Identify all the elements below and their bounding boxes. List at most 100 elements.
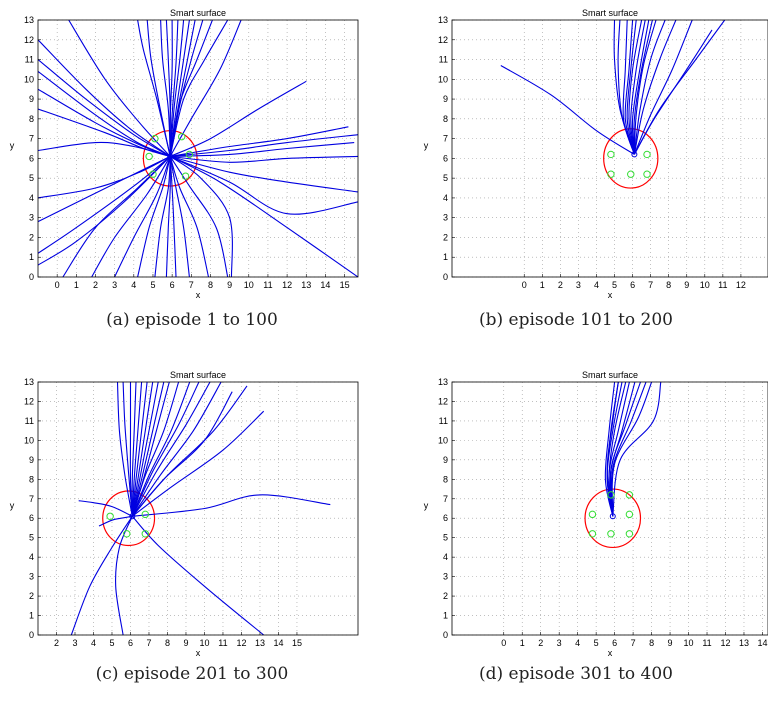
trajectory-line: [122, 382, 133, 517]
sensor-marker: [607, 170, 615, 178]
x-tick-label: 8: [649, 638, 654, 648]
y-tick-label: 9: [443, 455, 448, 465]
x-tick-label: 14: [320, 280, 330, 290]
trajectory-line: [131, 515, 265, 635]
y-tick-label: 5: [29, 173, 34, 183]
trajectory-line: [626, 20, 637, 155]
x-tick-label: 2: [93, 280, 98, 290]
trajectory-line: [38, 70, 171, 157]
y-tick-label: 3: [29, 213, 34, 223]
sensor-marker: [607, 150, 615, 159]
x-tick-label: 3: [576, 280, 581, 290]
x-tick-label: 8: [666, 280, 671, 290]
sensor-marker: [588, 530, 597, 538]
trajectory-line: [606, 382, 619, 517]
x-tick-label: 2: [558, 280, 563, 290]
x-tick-label: 8: [165, 638, 170, 648]
y-tick-label: 11: [25, 416, 34, 426]
trajectory-line: [169, 155, 358, 215]
trajectory-line: [70, 515, 133, 635]
x-tick-label: 0: [55, 280, 60, 290]
caption-d: (d) episode 301 to 400: [478, 664, 673, 684]
x-tick-label: 10: [244, 280, 254, 290]
x-tick-label: 5: [594, 638, 599, 648]
trajectory-line: [169, 20, 213, 157]
y-tick-label: 5: [29, 533, 34, 543]
data-layer: [70, 382, 331, 635]
y-tick-label: 0: [443, 272, 448, 282]
x-tick-label: 7: [648, 280, 653, 290]
trajectory-line: [154, 156, 171, 277]
chart-title: Smart surface: [170, 8, 226, 18]
chart-panel-c: 2 3 4 5 6 7 8 9 10 11 12 13 14 15 0 1 2 3 4 5 6 7 8 9 10 11 12 13 Sm…: [0, 362, 384, 704]
y-tick-label: 7: [29, 134, 34, 144]
x-tick-label: 6: [170, 280, 175, 290]
trajectory-line: [633, 20, 653, 155]
chart-panel-d: 0 1 2 3 4 5 6 7 8 9 10 11 12 13 14 0 1 2 3 4 5 6 7 8 9 10 11 12 13 Sm…: [384, 362, 768, 704]
x-tick-label: 12: [236, 638, 246, 648]
caption-a: (a) episode 1 to 100: [106, 310, 278, 330]
plot-area: [38, 20, 358, 277]
trajectory-line: [115, 516, 133, 635]
x-tick-label: 5: [150, 280, 155, 290]
trajectory-line: [169, 20, 229, 157]
trajectory-line: [170, 126, 349, 157]
trajectory-line: [91, 156, 171, 277]
sensor-marker: [625, 530, 634, 538]
sensor-marker: [123, 530, 131, 538]
trajectory-line: [131, 382, 180, 517]
y-tick-label: 8: [443, 114, 448, 124]
trajectory-line: [114, 156, 171, 277]
sensor-marker: [588, 510, 597, 519]
x-tick-label: 2: [54, 638, 59, 648]
axis-box: [451, 381, 768, 636]
x-tick-label: 14: [273, 638, 283, 648]
y-tick-label: 7: [443, 494, 448, 504]
end-point-marker: [631, 151, 638, 158]
y-tick-label: 2: [443, 232, 448, 242]
y-tick-label: 6: [29, 513, 34, 523]
x-tick-label: 4: [131, 280, 136, 290]
data-layer: [584, 382, 662, 549]
x-tick-label: 1: [74, 280, 79, 290]
y-tick-label: 4: [29, 552, 34, 562]
trajectory-line: [38, 155, 171, 254]
x-tick-label: 11: [263, 280, 272, 290]
chart-title: Smart surface: [582, 8, 638, 18]
trajectory-line: [38, 155, 171, 223]
x-tick-label: 7: [631, 638, 636, 648]
trajectory-line: [131, 382, 159, 517]
trajectory-line: [169, 20, 242, 157]
x-tick-label: 4: [594, 280, 599, 290]
chart-panel-b: 0 1 2 3 4 5 6 7 8 9 10 11 12 0 1 2 3 4 5 6 7 8 9 10 11 12 13 Smart …: [384, 0, 768, 352]
trajectory-line: [169, 156, 177, 277]
x-tick-label: 12: [736, 280, 746, 290]
y-tick-label: 12: [24, 396, 34, 406]
x-tick-label: 6: [630, 280, 635, 290]
y-tick-label: 3: [443, 213, 448, 223]
axis-box: [37, 381, 359, 636]
y-tick-label: 4: [443, 193, 448, 203]
x-tick-label: 9: [684, 280, 689, 290]
y-tick-label: 3: [29, 572, 34, 582]
trajectory-line: [613, 20, 635, 155]
x-tick-label: 3: [112, 280, 117, 290]
trajectory-line: [38, 59, 171, 157]
plot-area: [38, 382, 358, 635]
trajectory-line: [38, 39, 171, 157]
y-tick-label: 2: [29, 232, 34, 242]
trajectory-line: [169, 156, 190, 277]
x-tick-label: 15: [340, 280, 350, 290]
x-tick-label: 5: [109, 638, 114, 648]
y-tick-label: 13: [24, 15, 34, 25]
trajectory-line: [633, 20, 666, 155]
y-tick-label: 13: [438, 377, 448, 387]
y-tick-label: 10: [438, 435, 448, 445]
data-layer: [500, 20, 726, 189]
caption-b: (b) episode 101 to 200: [478, 310, 673, 330]
x-tick-label: 8: [208, 280, 213, 290]
x-tick-label: 14: [757, 638, 767, 648]
chart-d: 0 1 2 3 4 5 6 7 8 9 10 11 12 13 14012345678910111213Sm…: [424, 370, 768, 658]
x-axis-label: x: [608, 648, 613, 658]
trajectory-line: [131, 385, 248, 517]
